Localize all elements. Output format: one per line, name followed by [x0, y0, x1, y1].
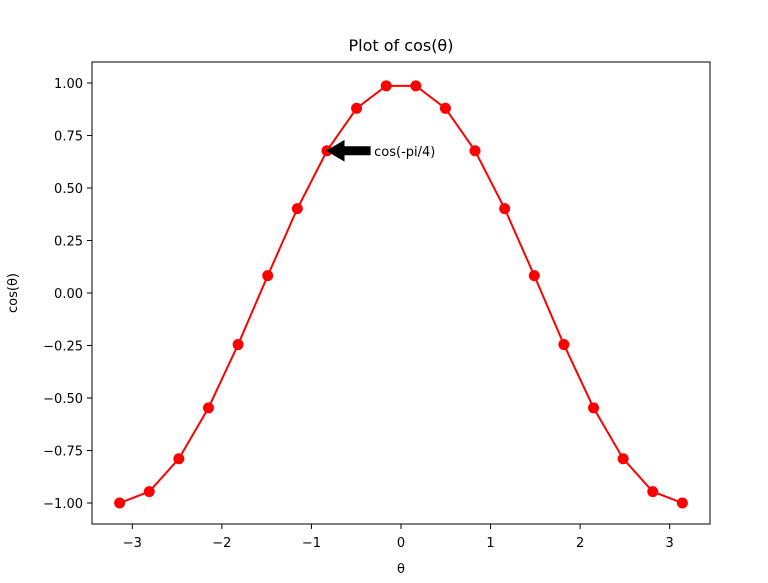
y-tick-label: −0.50 [43, 392, 83, 407]
data-point [469, 145, 481, 157]
x-tick-label: 0 [397, 536, 405, 551]
annotation: cos(-pi/4) [326, 139, 435, 162]
y-tick-label: −0.75 [43, 445, 83, 460]
x-tick-label: −3 [123, 536, 142, 551]
data-point [410, 80, 422, 92]
data-point [528, 270, 540, 282]
data-point [202, 402, 214, 414]
x-tick-label: 2 [576, 536, 584, 551]
data-point [676, 497, 688, 509]
x-tick-label: −1 [302, 536, 321, 551]
series-line [119, 84, 683, 504]
chart-title: Plot of cos(θ) [349, 36, 454, 55]
data-point [380, 80, 392, 92]
data-point [351, 102, 363, 114]
data-point [173, 453, 185, 465]
data-point [143, 486, 155, 498]
data-point [291, 203, 303, 215]
x-tick-label: −2 [212, 536, 231, 551]
y-tick-label: 0.00 [54, 287, 83, 302]
annotation-label: cos(-pi/4) [374, 145, 435, 160]
y-tick-label: 1.00 [54, 77, 83, 92]
data-point [262, 270, 274, 282]
data-point [499, 203, 511, 215]
x-tick-label: 3 [666, 536, 674, 551]
data-point [617, 453, 629, 465]
data-point [588, 402, 600, 414]
y-tick-label: −1.00 [43, 497, 83, 512]
data-point [558, 339, 570, 351]
plot-area [114, 80, 688, 509]
y-tick-label: 0.25 [54, 235, 83, 250]
data-point [439, 102, 451, 114]
x-axis-label: θ [397, 562, 405, 577]
y-axis-label: cos(θ) [6, 273, 21, 313]
x-axis: −3 −2 −1 0 1 2 3 [123, 524, 674, 551]
data-point [114, 497, 126, 509]
y-axis: 1.00 0.75 0.50 0.25 0.00 −0.25 −0.50 −0.75 −1.00 [43, 77, 92, 512]
x-tick-label: 1 [486, 536, 494, 551]
y-tick-label: 0.75 [54, 130, 83, 145]
data-point [232, 339, 244, 351]
data-point [647, 486, 659, 498]
y-tick-label: 0.50 [54, 182, 83, 197]
annotation-arrow [326, 139, 371, 162]
y-tick-label: −0.25 [43, 340, 83, 355]
